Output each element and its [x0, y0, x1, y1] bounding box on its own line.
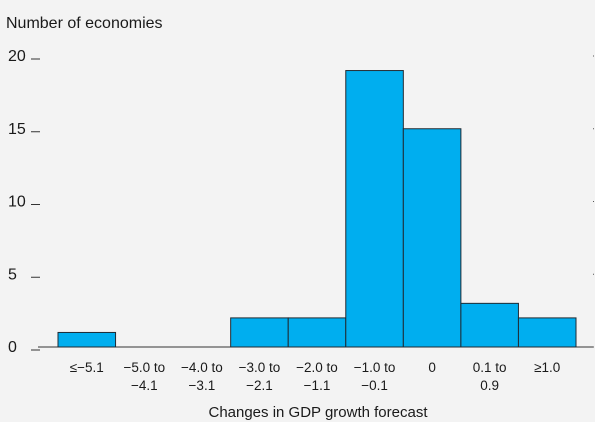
x-tick-label: ≥1.0	[534, 360, 560, 375]
x-tick-label: −2.0 to	[296, 360, 338, 375]
right-tick-mark	[593, 128, 594, 130]
x-tick-label: −0.1	[361, 378, 388, 393]
y-tick-label: 15	[8, 121, 26, 138]
bar	[402, 128, 462, 348]
x-tick-label: −3.0 to	[239, 360, 281, 375]
bar	[345, 70, 404, 348]
x-tick-label: −4.1	[131, 378, 158, 393]
y-tick-label: 5	[8, 266, 17, 283]
bar	[230, 317, 289, 348]
x-tick-label: −1.0 to	[354, 360, 396, 375]
y-tick-label: 10	[8, 194, 26, 211]
bar	[287, 317, 347, 348]
x-tick-labels: ≤−5.1 −5.0 to −4.1 −4.0 to −3.1 −3.0 to −2.1 −2…	[70, 360, 561, 393]
y-tick-label: 20	[8, 48, 26, 65]
y-axis-title: Number of economies	[6, 15, 163, 32]
x-tick-label: −1.1	[304, 378, 331, 393]
right-tick-mark	[593, 201, 594, 202]
x-tick-label: 0	[428, 360, 436, 375]
bar	[517, 317, 577, 348]
right-tick-mark	[593, 273, 594, 275]
x-tick-label: −3.1	[189, 378, 216, 393]
x-tick-label: 0.9	[480, 378, 499, 393]
x-tick-label: ≤−5.1	[70, 360, 104, 375]
y-tick-labels: 0 5 10 15 20	[8, 48, 40, 356]
x-tick-label: −2.1	[246, 378, 273, 393]
right-tick-mark	[593, 346, 594, 348]
bar	[460, 302, 519, 348]
x-axis-title: Changes in GDP growth forecast	[208, 404, 428, 421]
x-tick-label: −4.0 to	[181, 360, 223, 375]
y-tick-label: 0	[8, 339, 17, 356]
x-tick-label: −5.0 to	[123, 360, 165, 375]
x-tick-label: 0.1 to	[473, 360, 507, 375]
bars-layer	[57, 70, 577, 348]
right-tick-mark	[593, 55, 594, 57]
bar	[57, 331, 117, 348]
